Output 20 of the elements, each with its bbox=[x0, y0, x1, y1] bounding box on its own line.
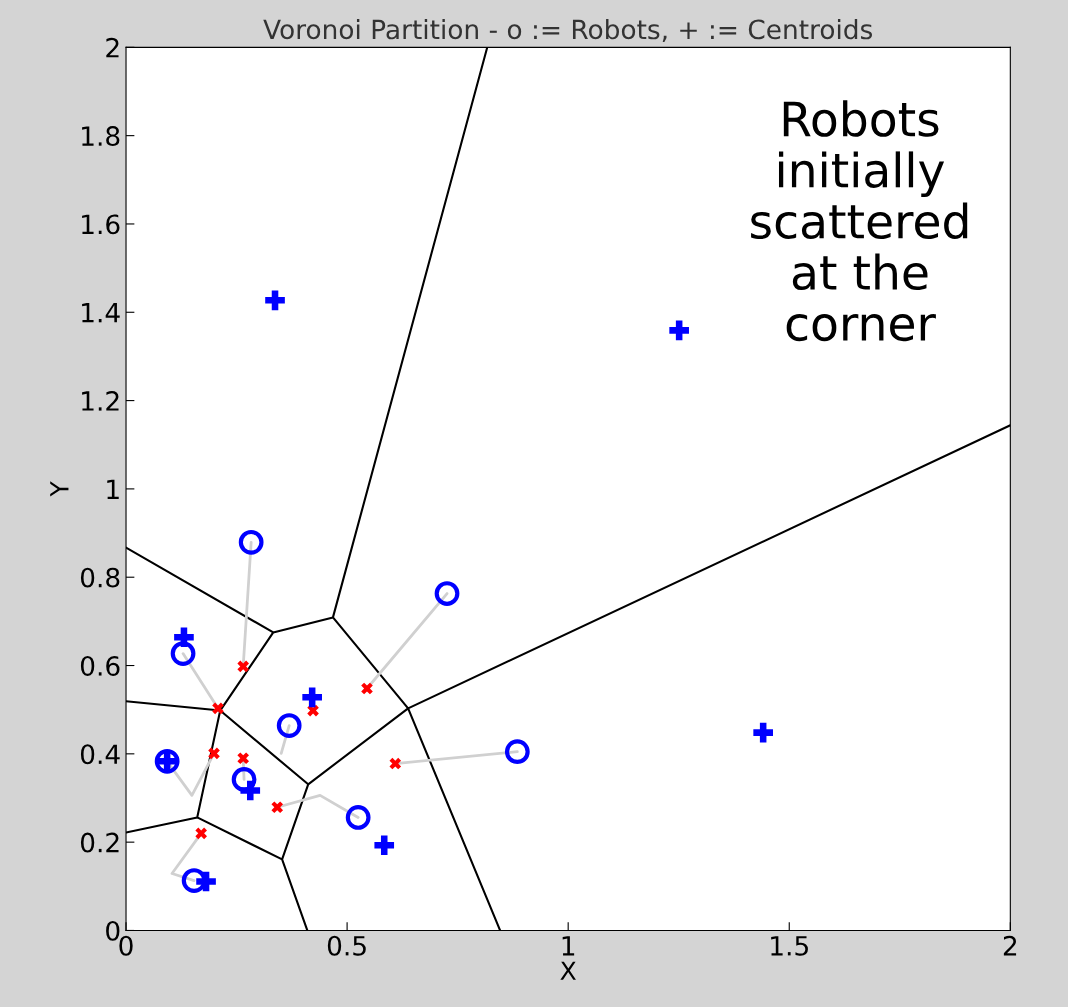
x-tick-label: 1 bbox=[562, 936, 575, 956]
y-tick-label: 0.2 bbox=[80, 832, 119, 853]
y-tick-label: 0.8 bbox=[80, 567, 120, 588]
y-tick-label: 1 bbox=[107, 479, 119, 499]
y-tick-label: 1.4 bbox=[82, 303, 120, 323]
y-tick-label: 1.8 bbox=[82, 126, 120, 147]
annotation: Robots initially scattered at the corner bbox=[751, 100, 968, 342]
x-tick-label: 0 bbox=[119, 935, 133, 956]
x-tick-label: 1.5 bbox=[771, 936, 808, 956]
x-axis-title: X bbox=[560, 961, 576, 980]
y-tick-label: 0.4 bbox=[80, 744, 120, 765]
x-tick-label: 2 bbox=[1003, 935, 1017, 956]
y-tick-label: 2 bbox=[106, 37, 119, 58]
x-tick-label: 0.5 bbox=[327, 935, 366, 956]
chart-title: Voronoi Partition - o := Robots, + := Centroids bbox=[263, 18, 873, 43]
y-tick-label: 1.2 bbox=[82, 391, 119, 411]
y-tick-label: 0.6 bbox=[80, 655, 120, 676]
y-tick-label: 1.6 bbox=[82, 214, 120, 235]
y-tick-label: 0 bbox=[106, 920, 120, 941]
y-axis-title: Y bbox=[50, 481, 69, 497]
